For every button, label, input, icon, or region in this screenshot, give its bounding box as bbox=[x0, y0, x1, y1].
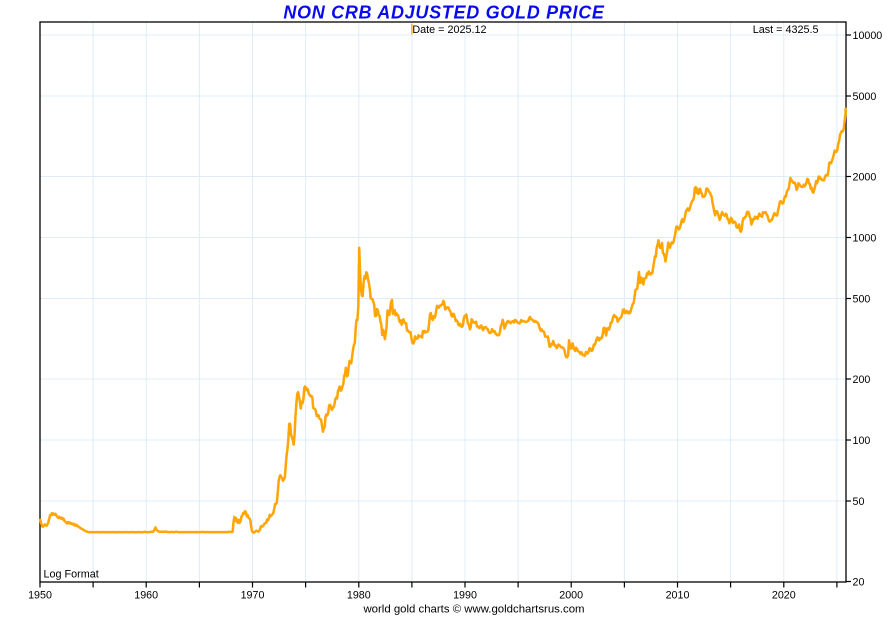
svg-text:5000: 5000 bbox=[853, 91, 877, 103]
svg-text:2000: 2000 bbox=[853, 171, 877, 183]
svg-text:Log Format: Log Format bbox=[44, 569, 99, 581]
svg-text:1970: 1970 bbox=[241, 590, 265, 602]
svg-text:20: 20 bbox=[853, 576, 865, 588]
svg-text:100: 100 bbox=[853, 435, 871, 447]
svg-text:Date = 2025.12: Date = 2025.12 bbox=[412, 24, 486, 36]
svg-text:200: 200 bbox=[853, 374, 871, 386]
svg-text:1950: 1950 bbox=[28, 590, 52, 602]
svg-text:1000: 1000 bbox=[853, 232, 877, 244]
svg-text:1980: 1980 bbox=[347, 590, 371, 602]
svg-text:500: 500 bbox=[853, 293, 871, 305]
svg-text:50: 50 bbox=[853, 496, 865, 508]
svg-text:10000: 10000 bbox=[853, 30, 883, 42]
svg-text:world gold charts © www.goldch: world gold charts © www.goldchartsrus.co… bbox=[362, 604, 584, 616]
svg-text:2010: 2010 bbox=[666, 590, 690, 602]
svg-text:Last = 4325.5: Last = 4325.5 bbox=[753, 24, 819, 36]
svg-text:2020: 2020 bbox=[772, 590, 796, 602]
svg-text:NON CRB ADJUSTED GOLD PRICE: NON CRB ADJUSTED GOLD PRICE bbox=[283, 3, 605, 23]
svg-text:1990: 1990 bbox=[453, 590, 477, 602]
svg-text:2000: 2000 bbox=[559, 590, 583, 602]
svg-text:1960: 1960 bbox=[134, 590, 158, 602]
